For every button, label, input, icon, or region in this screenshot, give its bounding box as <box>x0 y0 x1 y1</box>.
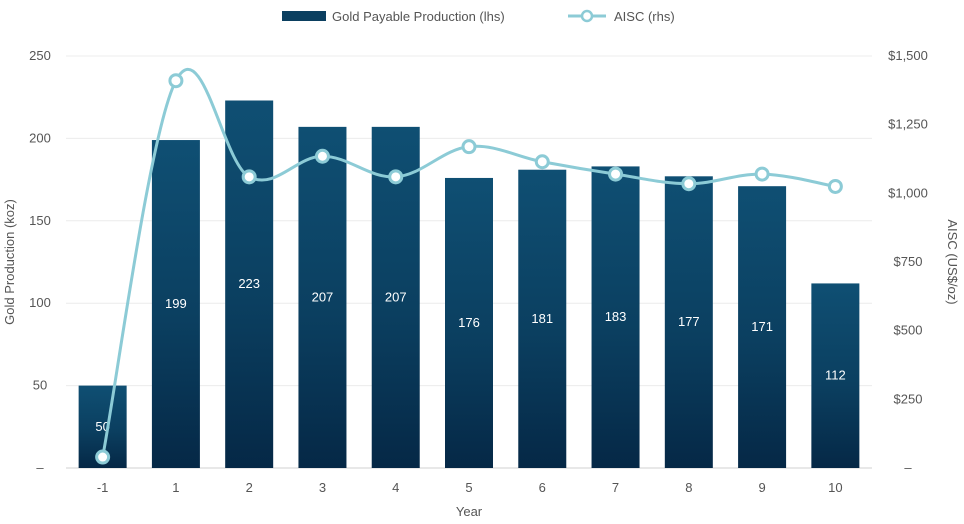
bar-data-label: 177 <box>678 314 700 329</box>
aisc-point-10 <box>827 178 843 194</box>
aisc-point-8 <box>681 176 697 192</box>
y-left-axis-title: Gold Production (koz) <box>2 199 17 325</box>
aisc-point-6 <box>534 154 550 170</box>
x-tick-label: 5 <box>465 480 472 495</box>
bar-1 <box>151 140 200 468</box>
y-left-tick-label: 150 <box>29 213 51 228</box>
y-right-tick-label: $1,000 <box>888 185 928 200</box>
y-right-tick-label: $500 <box>894 323 923 338</box>
y-left-tick-label: 50 <box>33 378 47 393</box>
legend-bar-label: Gold Payable Production (lhs) <box>332 9 505 24</box>
x-tick-label: 1 <box>172 480 179 495</box>
aisc-point-9 <box>754 166 770 182</box>
bar-data-label: 171 <box>751 319 773 334</box>
x-tick-label: 2 <box>246 480 253 495</box>
y-left-tick-label: – <box>36 460 44 475</box>
aisc-point--1 <box>95 449 111 465</box>
y-left-tick-label: 100 <box>29 295 51 310</box>
aisc-point-4 <box>388 169 404 185</box>
aisc-point-1 <box>168 73 184 89</box>
aisc-point-2 <box>241 169 257 185</box>
x-tick-label: 7 <box>612 480 619 495</box>
y-right-axis-title: AISC (US$/oz) <box>945 219 960 304</box>
x-tick-label: 9 <box>758 480 765 495</box>
bar-7 <box>591 166 640 468</box>
y-right-tick-label: $250 <box>894 391 923 406</box>
legend-bar-swatch <box>282 11 326 21</box>
x-tick-label: 6 <box>539 480 546 495</box>
bar-3 <box>298 126 347 468</box>
bar-9 <box>738 186 787 468</box>
x-tick-label: -1 <box>97 480 109 495</box>
bar-8 <box>664 176 713 468</box>
x-axis-title: Year <box>456 504 483 519</box>
bar-10 <box>811 283 860 468</box>
legend-line-label: AISC (rhs) <box>614 9 675 24</box>
y-right-tick-label: – <box>904 460 912 475</box>
aisc-point-3 <box>314 148 330 164</box>
x-tick-label: 3 <box>319 480 326 495</box>
x-tick-label: 8 <box>685 480 692 495</box>
y-left-tick-label: 200 <box>29 130 51 145</box>
bar-data-label: 223 <box>238 276 260 291</box>
aisc-point-5 <box>461 139 477 155</box>
bar-data-label: 176 <box>458 315 480 330</box>
x-tick-label: 10 <box>828 480 842 495</box>
y-right-tick-label: $1,250 <box>888 117 928 132</box>
bar-data-label: 207 <box>385 289 407 304</box>
y-right-tick-label: $750 <box>894 254 923 269</box>
y-left-tick-label: 250 <box>29 48 51 63</box>
bar-5 <box>445 177 493 468</box>
bar-data-label: 183 <box>605 309 627 324</box>
x-tick-label: 4 <box>392 480 399 495</box>
bar-2 <box>225 100 274 468</box>
legend-line-marker <box>580 9 594 23</box>
bar-data-label: 181 <box>531 311 553 326</box>
aisc-point-7 <box>608 166 624 182</box>
bar-6 <box>518 169 567 468</box>
bar-data-label: 112 <box>825 368 846 383</box>
bar-data-label: 207 <box>312 289 334 304</box>
y-right-tick-label: $1,500 <box>888 48 928 63</box>
bar-data-label: 199 <box>165 296 187 311</box>
